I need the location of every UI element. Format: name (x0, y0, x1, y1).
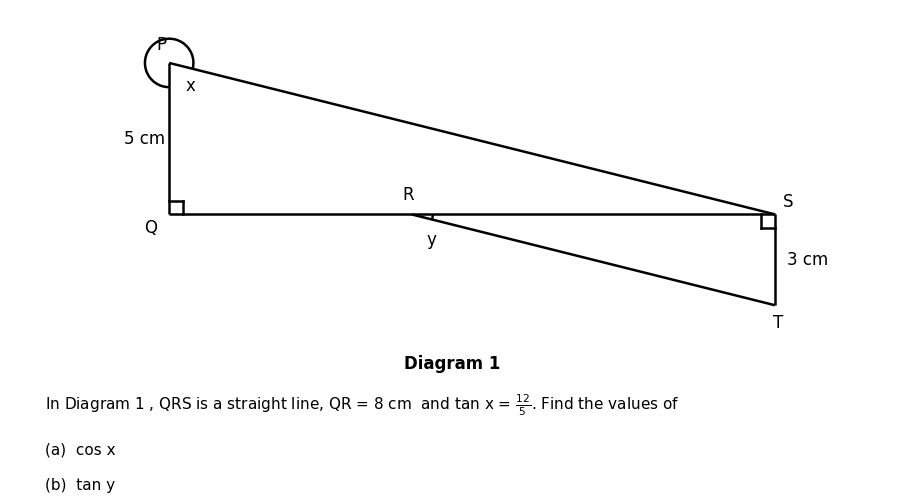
Text: R: R (403, 186, 414, 204)
Text: x: x (186, 76, 195, 95)
Text: 5 cm: 5 cm (124, 130, 166, 148)
Text: P: P (156, 36, 167, 54)
Text: Q: Q (144, 219, 157, 237)
Text: (a)  cos x: (a) cos x (45, 443, 116, 458)
Text: y: y (426, 231, 436, 249)
Text: In Diagram 1 , QRS is a straight line, QR = 8 cm  and tan x = $\frac{12}{5}$. Fi: In Diagram 1 , QRS is a straight line, Q… (45, 392, 680, 418)
Text: 3 cm: 3 cm (787, 251, 828, 269)
Text: T: T (773, 314, 783, 332)
Text: S: S (783, 193, 793, 211)
Text: (b)  tan y: (b) tan y (45, 478, 115, 493)
Text: Diagram 1: Diagram 1 (405, 355, 500, 373)
